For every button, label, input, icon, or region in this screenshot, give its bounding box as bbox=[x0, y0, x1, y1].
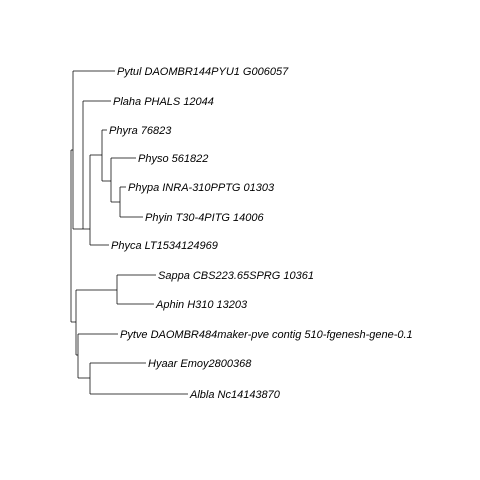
tip-label-plaha: Plaha PHALS 12044 bbox=[113, 96, 214, 108]
tip-label-hyaar: Hyaar Emoy2800368 bbox=[148, 358, 252, 370]
tip-label-albla: Albla Nc14143870 bbox=[189, 389, 281, 401]
tip-label-phyca: Phyca LT1534124969 bbox=[111, 240, 218, 252]
tip-label-phypa: Phypa INRA-310PPTG 01303 bbox=[128, 182, 275, 194]
tip-label-pytve: Pytve DAOMBR484maker-pve contig 510-fgen… bbox=[120, 329, 413, 341]
tip-label-pytul: Pytul DAOMBR144PYU1 G006057 bbox=[117, 66, 289, 78]
tip-label-aphin: Aphin H310 13203 bbox=[155, 299, 248, 311]
tip-label-sappa: Sappa CBS223.65SPRG 10361 bbox=[158, 270, 314, 282]
tip-label-physo: Physo 561822 bbox=[138, 153, 208, 165]
tip-label-phyra: Phyra 76823 bbox=[109, 125, 172, 137]
tip-label-phyin: Phyin T30-4PITG 14006 bbox=[145, 212, 265, 224]
